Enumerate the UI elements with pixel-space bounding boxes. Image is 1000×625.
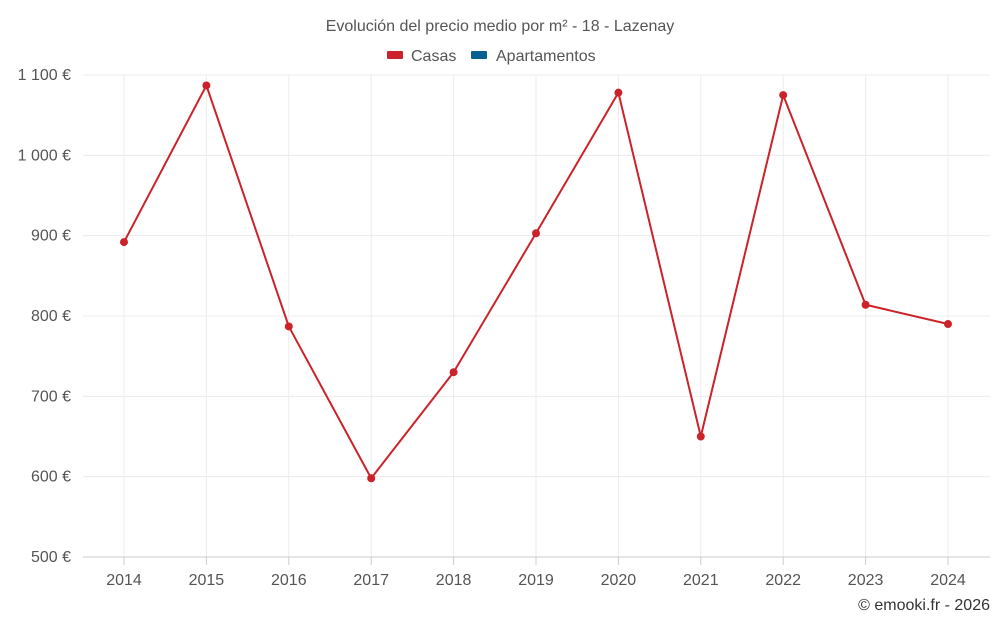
x-tick-label: 2018 — [436, 572, 472, 589]
data-point[interactable] — [861, 300, 870, 309]
plot-series — [120, 81, 952, 483]
data-point[interactable] — [449, 368, 458, 377]
legend-item-casas[interactable]: Casas — [387, 48, 456, 65]
legend-item-apartamentos[interactable]: Apartamentos — [471, 48, 596, 65]
x-tick-label: 2017 — [353, 572, 389, 589]
legend-swatch-casas — [387, 51, 403, 59]
data-point[interactable] — [120, 238, 128, 247]
y-tick-label: 900 € — [31, 228, 71, 245]
x-tick-label: 2021 — [683, 572, 719, 589]
data-point[interactable] — [614, 88, 623, 97]
x-tick-label: 2024 — [930, 572, 966, 589]
y-tick-label: 700 € — [31, 388, 71, 405]
data-point[interactable] — [367, 474, 376, 483]
y-tick-label: 1 000 € — [18, 147, 71, 164]
x-axis-ticks: 2014 2015 2016 2017 2018 2019 2020 2021 2022 2023… — [106, 557, 966, 589]
x-tick-label: 2020 — [601, 572, 637, 589]
credit: © emooki.fr - 2026 — [858, 597, 990, 614]
x-tick-label: 2022 — [765, 572, 801, 589]
data-point[interactable] — [696, 432, 705, 441]
x-tick-label: 2023 — [848, 572, 884, 589]
y-tick-label: 500 € — [31, 549, 71, 566]
y-axis-ticks: 500 € 600 € 700 € 800 € 900 € 1 000 € 1 100 € — [18, 67, 71, 566]
legend[interactable]: Casas Apartamentos — [387, 48, 596, 65]
y-tick-label: 1 100 € — [18, 67, 71, 84]
data-point[interactable] — [532, 229, 540, 238]
data-point[interactable] — [202, 81, 211, 90]
x-tick-label: 2014 — [106, 572, 142, 589]
data-point[interactable] — [779, 91, 788, 100]
chart-title: Evolución del precio medio por m² - 18 -… — [326, 18, 675, 35]
legend-label-casas: Casas — [411, 48, 456, 65]
x-tick-label: 2019 — [518, 572, 554, 589]
y-tick-label: 600 € — [31, 469, 71, 486]
legend-label-apartamentos: Apartamentos — [496, 48, 596, 65]
y-tick-label: 800 € — [31, 308, 71, 325]
x-tick-label: 2016 — [271, 572, 307, 589]
legend-swatch-apartamentos — [471, 51, 487, 59]
x-tick-label: 2015 — [189, 572, 225, 589]
data-point[interactable] — [944, 320, 952, 329]
data-point[interactable] — [284, 322, 293, 331]
